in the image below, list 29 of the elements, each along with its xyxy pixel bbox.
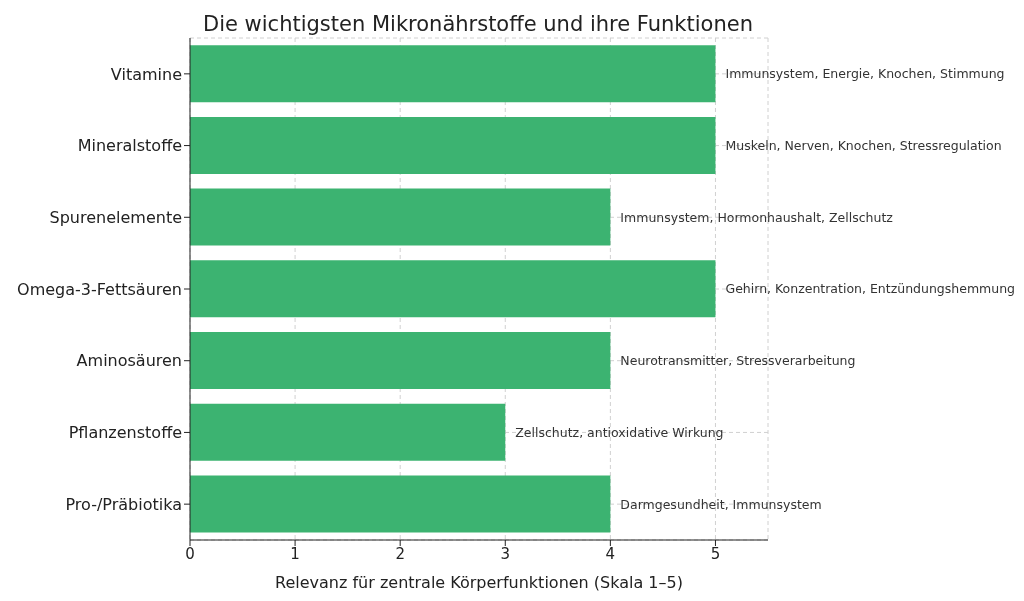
annotation: Zellschutz, antioxidative Wirkung — [515, 424, 724, 440]
bar — [190, 332, 611, 390]
y-tick-label: Omega-3-Fettsäuren — [17, 279, 182, 299]
bar — [190, 116, 716, 174]
annotation: Immunsystem, Hormonhaushalt, Zellschutz — [620, 209, 894, 225]
annotation: Immunsystem, Energie, Knochen, Stimmung — [725, 66, 1005, 82]
y-tick-label: Pro-/Präbiotika — [65, 494, 182, 514]
y-tick-label: Aminosäuren — [76, 351, 182, 371]
chart-title: Die wichtigsten Mikronährstoffe und ihre Funktionen — [202, 12, 754, 36]
bar — [190, 260, 716, 318]
y-tick-label: Spurenelemente — [49, 207, 182, 227]
y-tick-label: Vitamine — [110, 64, 182, 84]
y-tick-label: Mineralstoffe — [77, 136, 182, 156]
y-tick-label: Pflanzenstoffe — [68, 423, 182, 443]
x-tick-label: 2 — [395, 544, 405, 563]
x-tick-label: 0 — [185, 544, 195, 563]
x-tick-label: 3 — [500, 544, 511, 563]
annotation: Muskeln, Nerven, Knochen, Stressregulation — [725, 137, 1002, 153]
x-tick-label: 4 — [605, 544, 616, 563]
annotation: Darmgesundheit, Immunsystem — [620, 496, 822, 512]
annotation: Gehirn, Konzentration, Entzündungshemmung — [725, 281, 1016, 297]
x-axis-title: Relevanz für zentrale Körperfunktionen (Skala 1–5) — [275, 573, 683, 592]
x-tick-label: 5 — [710, 544, 721, 563]
x-tick-label: 1 — [290, 544, 300, 563]
bar — [190, 475, 611, 533]
annotation: Neurotransmitter, Stressverarbeitung — [620, 353, 856, 369]
bar — [190, 188, 611, 246]
bar — [190, 45, 716, 103]
bar — [190, 403, 506, 461]
